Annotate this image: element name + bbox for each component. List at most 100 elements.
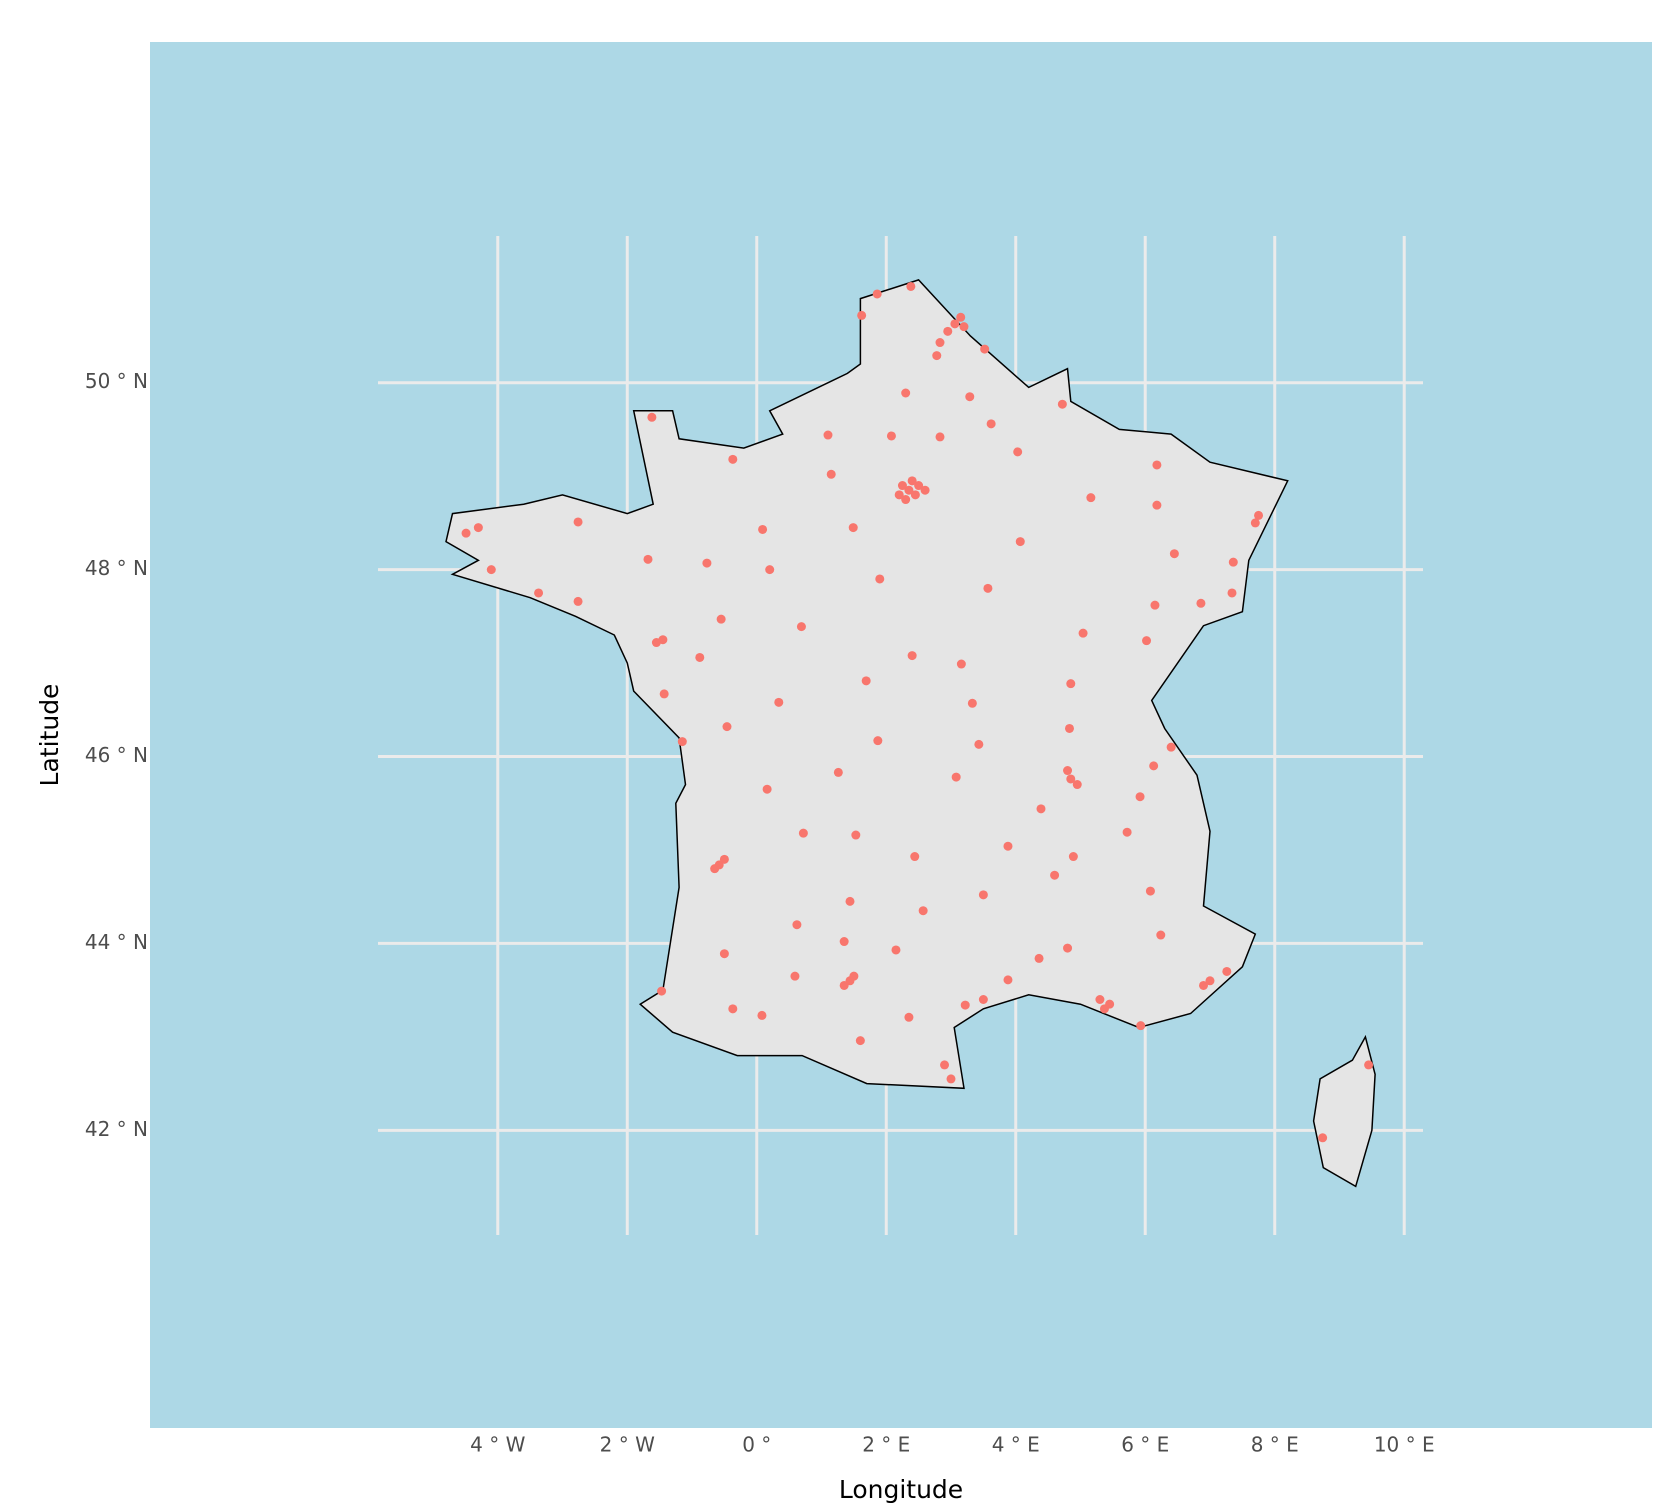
x-tick-label: 8 ° E: [1251, 1433, 1299, 1457]
point: [573, 517, 583, 527]
y-tick-label: 46 ° N: [85, 743, 148, 767]
point: [695, 652, 705, 662]
point: [861, 676, 871, 686]
point: [849, 971, 859, 981]
point: [959, 322, 969, 332]
point: [1156, 930, 1166, 940]
point: [659, 689, 669, 699]
point: [956, 312, 966, 322]
point: [910, 490, 920, 500]
point: [573, 596, 583, 606]
point: [1122, 827, 1132, 837]
point: [823, 430, 833, 440]
point: [901, 495, 911, 505]
x-tick-label: 2 ° E: [862, 1433, 910, 1457]
point: [1205, 976, 1215, 986]
x-tick-label: 6 ° E: [1121, 1433, 1169, 1457]
point: [1086, 493, 1096, 503]
point: [1105, 999, 1115, 1009]
point: [904, 485, 914, 495]
point: [1254, 510, 1264, 520]
point: [983, 583, 993, 593]
point: [677, 737, 687, 747]
point: [647, 412, 657, 422]
point: [897, 481, 907, 491]
point: [1169, 549, 1179, 559]
point: [956, 659, 966, 669]
point: [851, 830, 861, 840]
point: [980, 344, 990, 354]
point: [473, 523, 483, 533]
point: [758, 524, 768, 534]
point: [951, 772, 961, 782]
point: [907, 476, 917, 486]
point: [872, 289, 882, 299]
point: [774, 697, 784, 707]
point: [716, 614, 726, 624]
point: [719, 854, 729, 864]
point: [960, 1000, 970, 1010]
point: [1227, 588, 1237, 598]
point: [1057, 399, 1067, 409]
point: [907, 651, 917, 661]
point: [1078, 628, 1088, 638]
point: [1196, 598, 1206, 608]
point: [965, 392, 975, 402]
x-tick-label: 2 ° W: [600, 1433, 655, 1457]
point: [461, 528, 471, 538]
point: [1228, 557, 1238, 567]
x-axis-title: Longitude: [839, 1475, 963, 1504]
point: [1063, 943, 1073, 953]
point: [728, 454, 738, 464]
point: [857, 310, 867, 320]
point: [658, 635, 668, 645]
point: [1072, 780, 1082, 790]
point: [702, 558, 712, 568]
point: [1135, 792, 1145, 802]
point: [855, 1036, 865, 1046]
point: [1036, 804, 1046, 814]
x-tick-label: 10 ° E: [1374, 1433, 1435, 1457]
point: [935, 338, 945, 348]
point: [967, 698, 977, 708]
point: [1066, 679, 1076, 689]
point: [918, 906, 928, 916]
point: [906, 281, 916, 291]
point: [839, 937, 849, 947]
x-tick-label: 4 ° E: [992, 1433, 1040, 1457]
point: [943, 326, 953, 336]
point: [826, 469, 836, 479]
point: [534, 588, 544, 598]
point: [757, 1010, 767, 1020]
point: [1318, 1133, 1328, 1143]
point: [932, 351, 942, 361]
point: [894, 490, 904, 500]
point: [1034, 953, 1044, 963]
point: [1149, 761, 1159, 771]
point: [1063, 766, 1073, 776]
point: [486, 565, 496, 575]
point: [904, 1012, 914, 1022]
point: [875, 574, 885, 584]
point: [1199, 980, 1209, 990]
point: [796, 622, 806, 632]
point: [886, 431, 896, 441]
point: [946, 1074, 956, 1084]
point: [914, 481, 924, 491]
point: [765, 565, 775, 575]
point: [790, 971, 800, 981]
point: [643, 554, 653, 564]
point: [1142, 636, 1152, 646]
point: [1066, 774, 1076, 784]
y-tick-label: 48 ° N: [85, 556, 148, 580]
point: [873, 736, 883, 746]
y-axis-title: Latitude: [35, 684, 64, 787]
point: [1015, 537, 1025, 547]
point: [1150, 600, 1160, 610]
point: [1068, 852, 1078, 862]
point: [722, 722, 732, 732]
point: [839, 980, 849, 990]
point: [940, 1060, 950, 1070]
point: [1013, 447, 1023, 457]
